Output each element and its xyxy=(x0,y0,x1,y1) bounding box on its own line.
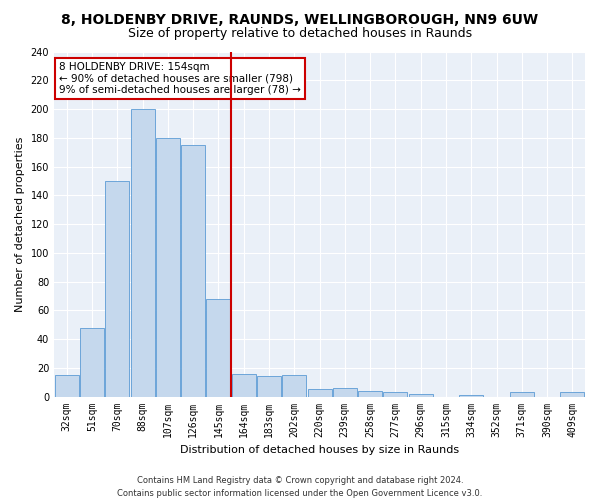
Bar xyxy=(308,390,332,396)
Bar xyxy=(156,138,180,396)
Bar xyxy=(131,109,155,397)
Bar xyxy=(333,388,357,396)
Text: 8 HOLDENBY DRIVE: 154sqm
← 90% of detached houses are smaller (798)
9% of semi-d: 8 HOLDENBY DRIVE: 154sqm ← 90% of detach… xyxy=(59,62,301,95)
Bar xyxy=(105,181,129,396)
Text: Contains HM Land Registry data © Crown copyright and database right 2024.
Contai: Contains HM Land Registry data © Crown c… xyxy=(118,476,482,498)
Bar xyxy=(510,392,534,396)
Text: Size of property relative to detached houses in Raunds: Size of property relative to detached ho… xyxy=(128,28,472,40)
Bar xyxy=(459,395,483,396)
Bar xyxy=(257,376,281,396)
Bar xyxy=(181,145,205,397)
X-axis label: Distribution of detached houses by size in Raunds: Distribution of detached houses by size … xyxy=(180,445,459,455)
Bar xyxy=(358,391,382,396)
Y-axis label: Number of detached properties: Number of detached properties xyxy=(15,136,25,312)
Bar xyxy=(232,374,256,396)
Text: 8, HOLDENBY DRIVE, RAUNDS, WELLINGBOROUGH, NN9 6UW: 8, HOLDENBY DRIVE, RAUNDS, WELLINGBOROUG… xyxy=(61,12,539,26)
Bar xyxy=(560,392,584,396)
Bar xyxy=(409,394,433,396)
Bar xyxy=(282,375,306,396)
Bar xyxy=(206,299,230,396)
Bar xyxy=(80,328,104,396)
Bar xyxy=(383,392,407,396)
Bar xyxy=(55,375,79,396)
